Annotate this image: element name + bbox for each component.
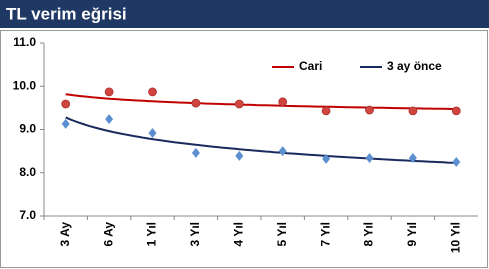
trend-line	[65, 93, 457, 110]
y-tick-label: 11.0	[13, 35, 36, 49]
point	[278, 97, 288, 107]
point	[278, 146, 287, 157]
x-tick-label: 5 Yıl	[275, 222, 289, 246]
point	[235, 150, 244, 161]
x-tick-label: 1 Yıl	[145, 222, 159, 246]
y-tick-label: 10.0	[13, 78, 37, 92]
point	[191, 147, 200, 158]
x-tick-label: 3 Ay	[58, 222, 72, 247]
legend-label: Cari	[299, 59, 322, 73]
x-tick-label: 9 Yıl	[405, 222, 419, 246]
y-tick-label: 9.0	[19, 122, 36, 136]
x-tick-label: 4 Yıl	[231, 222, 245, 246]
legend-label: 3 ay önce	[387, 59, 442, 73]
point	[365, 105, 374, 115]
chart-frame	[0, 30, 488, 268]
y-tick-label: 8.0	[19, 165, 36, 179]
point	[408, 106, 418, 116]
x-tick-label: 8 Yıl	[362, 222, 376, 246]
x-tick-label: 6 Ay	[101, 222, 115, 247]
point	[148, 87, 157, 97]
y-tick-label: 7.0	[19, 208, 36, 222]
x-tick-label: 10 Yıl	[448, 222, 462, 253]
point	[234, 99, 244, 109]
point	[322, 153, 331, 164]
point	[451, 106, 461, 116]
point	[365, 153, 374, 164]
chart-title: TL verim eğrisi	[6, 4, 127, 23]
point	[104, 87, 114, 97]
trend-line	[65, 116, 457, 164]
x-tick-label: 3 Yıl	[188, 222, 202, 246]
title-bar	[0, 0, 489, 28]
point	[148, 127, 157, 138]
point	[452, 156, 461, 167]
point	[61, 118, 70, 129]
point	[61, 99, 71, 109]
point	[321, 106, 331, 116]
x-tick-label: 7 Yıl	[318, 222, 332, 246]
point	[191, 98, 201, 108]
point	[408, 153, 417, 164]
point	[105, 114, 114, 125]
